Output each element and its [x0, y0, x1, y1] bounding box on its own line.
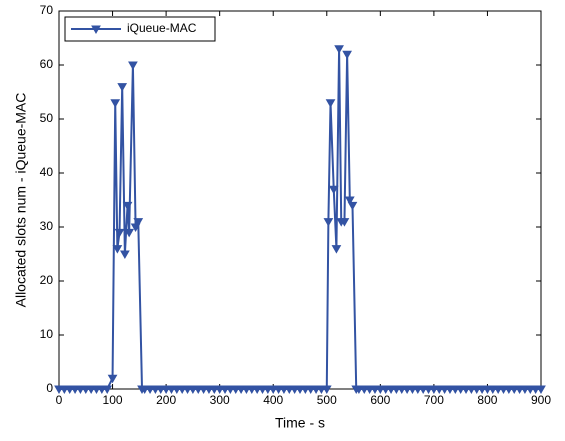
- legend-marker: [91, 25, 101, 35]
- y-axis-label: Allocated slots num - iQueue-MAC: [13, 93, 29, 308]
- x-tick-label: 500: [317, 393, 337, 407]
- y-tick-label: 50: [40, 111, 54, 125]
- marker: [117, 83, 128, 92]
- x-tick-label: 300: [210, 393, 230, 407]
- marker: [334, 45, 344, 54]
- marker: [133, 218, 144, 227]
- marker: [124, 228, 135, 238]
- marker: [536, 385, 546, 395]
- marker: [102, 385, 113, 395]
- x-tick-label: 100: [103, 393, 123, 407]
- x-axis-label: Time - s: [275, 415, 325, 431]
- marker: [114, 228, 125, 238]
- x-tick-label: 600: [370, 393, 390, 407]
- y-tick-label: 40: [40, 165, 54, 179]
- marker: [120, 250, 130, 260]
- y-tick-label: 0: [46, 381, 53, 395]
- legend: iQueue-MAC: [64, 16, 216, 42]
- legend-label: iQueue-MAC: [127, 21, 197, 35]
- y-tick-label: 70: [40, 3, 54, 17]
- x-tick-label: 700: [424, 393, 444, 407]
- x-tick-label: 200: [156, 393, 176, 407]
- marker: [128, 61, 138, 71]
- marker: [331, 245, 342, 254]
- x-tick-label: 400: [263, 393, 283, 407]
- y-tick-label: 30: [40, 219, 54, 233]
- data-line: [59, 48, 541, 390]
- marker: [328, 185, 339, 195]
- marker: [107, 374, 118, 384]
- x-tick-label: 800: [477, 393, 497, 407]
- marker: [110, 99, 121, 108]
- marker: [342, 50, 352, 60]
- marker: [122, 201, 133, 211]
- y-tick-label: 20: [40, 273, 54, 287]
- marker: [321, 385, 332, 395]
- marker: [130, 223, 141, 233]
- marker: [112, 245, 123, 254]
- marker: [339, 218, 350, 227]
- x-tick-label: 900: [531, 393, 551, 407]
- x-tick-label: 0: [56, 393, 63, 407]
- marker: [323, 218, 334, 227]
- marker: [347, 201, 358, 211]
- y-tick-label: 10: [40, 327, 54, 341]
- y-tick-label: 60: [40, 57, 54, 71]
- plot-frame: [58, 10, 542, 390]
- marker: [344, 196, 355, 206]
- marker: [325, 99, 336, 108]
